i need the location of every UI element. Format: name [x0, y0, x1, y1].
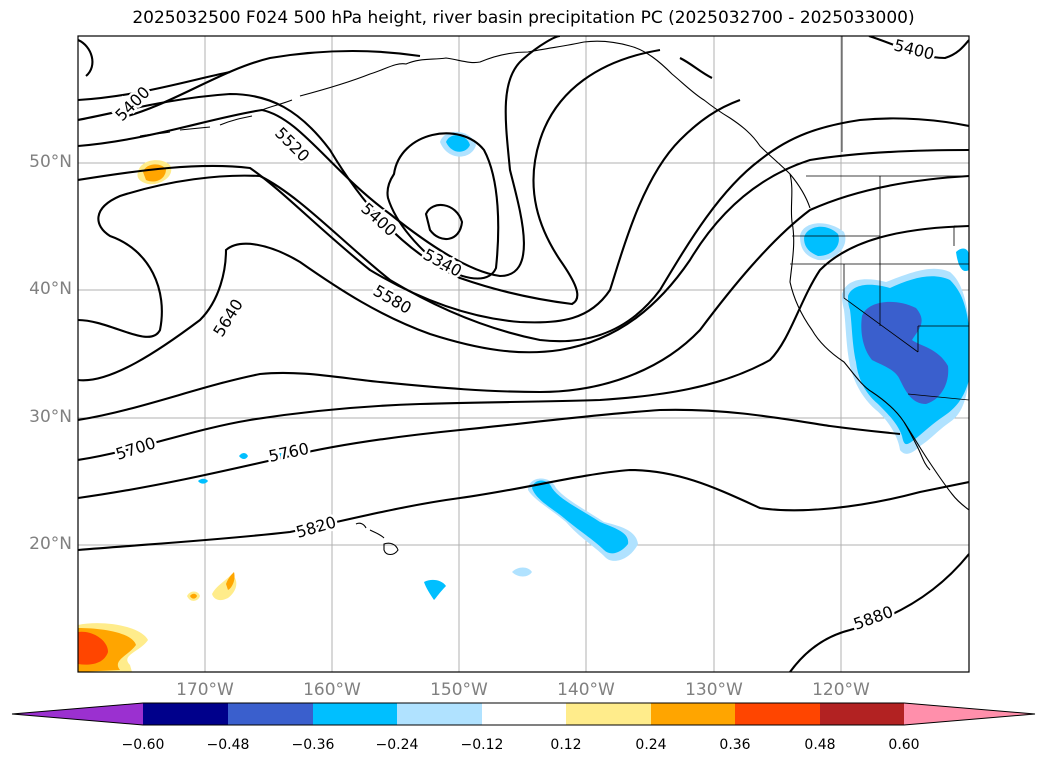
contour-line [78, 36, 561, 278]
colorbar-segment [143, 703, 228, 725]
lat-label: 50°N [29, 152, 72, 172]
colorbar-segment [735, 703, 820, 725]
contour-label: 5580 [370, 281, 415, 318]
aleutian-islands [139, 99, 293, 137]
colorbar-segment [397, 703, 482, 725]
contour-line [119, 49, 421, 120]
precip-fills [78, 131, 969, 672]
contour-line [78, 39, 94, 77]
colorbar-tick-label: 0.36 [719, 737, 751, 753]
contour-line [78, 224, 969, 462]
colorbar-tick-label: −0.24 [375, 737, 419, 753]
contour-line [679, 57, 713, 79]
contour-label: 5400 [111, 83, 153, 125]
precip-negative-patch [532, 480, 629, 554]
contour-line [789, 553, 969, 672]
hawaii-islands [355, 522, 399, 556]
contour-label: 5760 [267, 439, 311, 466]
colorbar [11, 702, 1036, 726]
precip-negative-patch [861, 301, 949, 404]
map-title: 2025032500 F024 500 hPa height, river ba… [132, 8, 915, 28]
precip-negative-patch [956, 248, 969, 272]
colorbar-tick-label: 0.12 [550, 737, 582, 753]
colorbar-tick-label: −0.36 [291, 737, 335, 753]
contour-label: 5520 [271, 123, 313, 165]
canada-us-coast [789, 173, 969, 511]
precip-positive-patch [78, 631, 108, 665]
contour-label: 5400 [892, 35, 936, 63]
contour-label: 5640 [209, 296, 247, 341]
political-borders [790, 36, 969, 401]
lat-label: 40°N [29, 279, 72, 299]
contour-line [78, 148, 969, 382]
contour-line [78, 174, 969, 422]
lon-label: 150°W [430, 680, 488, 700]
precip-negative-patch [424, 579, 446, 600]
contour-line [78, 70, 231, 102]
precip-positive-patch [226, 572, 235, 590]
map-panel: 5400 5400 5520 5400 5340 5580 5640 5700 … [78, 35, 969, 672]
lon-label: 140°W [557, 680, 615, 700]
colorbar-tick-label: −0.48 [206, 737, 250, 753]
precip-negative-patch [198, 478, 208, 484]
precip-negative-patch [512, 567, 532, 577]
lon-label: 120°W [812, 680, 870, 700]
colorbar-extend-low [12, 703, 143, 725]
colorbar-tick-label: −0.12 [460, 737, 504, 753]
contour-label: 5340 [420, 245, 465, 281]
colorbar-extend-high [904, 703, 1035, 725]
height-contours [78, 36, 969, 672]
precip-negative-patch [239, 453, 248, 459]
precip-positive-patch [190, 593, 197, 599]
colorbar-segment [651, 703, 735, 725]
lon-label: 160°W [303, 680, 361, 700]
colorbar-tick-label: −0.60 [121, 737, 165, 753]
colorbar-segment [566, 703, 651, 725]
precip-negative-patch [446, 135, 470, 152]
map-frame [77, 35, 970, 673]
precip-negative-patch [804, 226, 839, 256]
colorbar-tick-label: 0.48 [804, 737, 836, 753]
colorbar-tick-label: 0.60 [888, 737, 920, 753]
baja-peninsula [903, 421, 931, 471]
contour-line [78, 48, 661, 306]
lon-label: 170°W [176, 680, 234, 700]
lat-label: 30°N [29, 407, 72, 427]
contour-line [78, 468, 969, 552]
colorbar-tick-label: 0.24 [635, 737, 667, 753]
state-borders [790, 176, 969, 401]
contour-label: 5880 [851, 602, 896, 634]
contour-line [868, 36, 969, 60]
contour-line [78, 99, 741, 324]
contour-line [78, 408, 901, 500]
lat-label: 20°N [29, 534, 72, 554]
colorbar-outline [11, 702, 1036, 726]
colorbar-segment [313, 703, 397, 725]
contour-label: 5700 [113, 433, 158, 464]
contour-line [78, 117, 969, 343]
lon-label: 130°W [685, 680, 743, 700]
colorbar-segment [820, 703, 904, 725]
colorbar-segment [228, 703, 313, 725]
contour-line [424, 204, 464, 240]
colorbar-segment [482, 703, 566, 725]
contour-line [386, 132, 500, 280]
alaska-coast [299, 40, 811, 209]
contour-labels: 5400 5400 5520 5400 5340 5580 5640 5700 … [109, 35, 939, 636]
graticule [78, 36, 969, 672]
